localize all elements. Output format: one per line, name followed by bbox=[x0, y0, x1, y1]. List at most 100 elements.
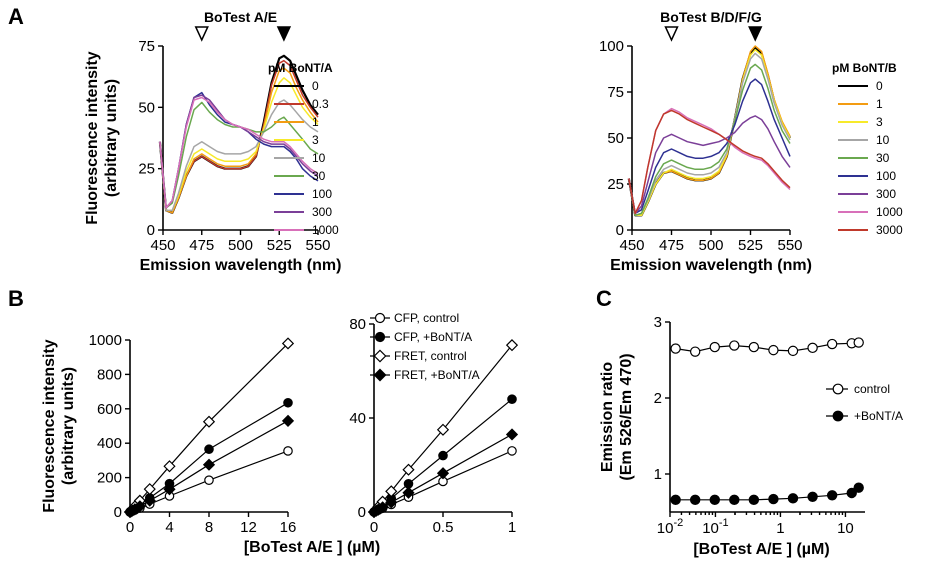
data-point bbox=[853, 337, 864, 348]
y-tick-label: 100 bbox=[599, 38, 624, 55]
data-point bbox=[436, 467, 450, 480]
data-point bbox=[204, 475, 214, 485]
data-point bbox=[729, 340, 740, 351]
x-tick-label: 450 bbox=[150, 237, 175, 254]
x-tick-label: 1 bbox=[508, 519, 516, 536]
data-point bbox=[438, 450, 448, 461]
data-point bbox=[787, 345, 799, 357]
series-line-300 bbox=[628, 115, 791, 215]
x-tick-label: 16 bbox=[280, 519, 297, 536]
data-point bbox=[204, 444, 214, 455]
peak-marker bbox=[194, 26, 209, 42]
x-axis-label: [BoTest A/E ] (µM) bbox=[244, 539, 380, 556]
data-point bbox=[281, 337, 295, 350]
data-point bbox=[689, 346, 701, 357]
x-axis-label: [BoTest A/E ] (µM) bbox=[693, 541, 829, 558]
series-line-10 bbox=[159, 99, 319, 212]
data-point bbox=[853, 482, 864, 493]
legend-label: 1 bbox=[876, 97, 883, 111]
x-tick-label: 10-1 bbox=[702, 517, 728, 537]
y-tick-label: 3 bbox=[654, 314, 662, 331]
data-point bbox=[748, 341, 760, 353]
y-tick-label: 200 bbox=[97, 470, 122, 487]
legend-label: 10 bbox=[312, 151, 326, 165]
peak-marker bbox=[276, 26, 292, 42]
panel-label-a: A bbox=[8, 4, 24, 29]
data-point bbox=[283, 446, 293, 456]
data-point bbox=[709, 494, 720, 506]
legend-label: 100 bbox=[312, 187, 332, 201]
chart-title: BoTest B/D/F/G bbox=[660, 9, 762, 25]
series-line-3000 bbox=[628, 109, 791, 215]
x-axis-label: Emission wavelength (nm) bbox=[610, 257, 812, 274]
x-tick-label: 475 bbox=[659, 237, 684, 254]
series-line-10 bbox=[628, 52, 791, 217]
data-point bbox=[402, 486, 415, 499]
data-point bbox=[505, 339, 519, 352]
y-axis-label: (arbitrary units) bbox=[60, 367, 77, 485]
legend-label: 1000 bbox=[312, 223, 339, 237]
chart-c: 1 2 3 10-2 10-1 1 10 [BoTest A/E ] (µM) Emission… bbox=[599, 314, 903, 558]
data-point bbox=[202, 415, 216, 428]
panel-label-c: C bbox=[596, 286, 612, 311]
data-point bbox=[832, 383, 844, 395]
data-point bbox=[826, 338, 838, 350]
legend-title: pM BoNT/A bbox=[268, 61, 333, 75]
y-tick-label: 0 bbox=[616, 222, 624, 239]
panel-label-b: B bbox=[8, 286, 24, 311]
series-line-30 bbox=[628, 63, 791, 217]
x-tick-label: 550 bbox=[305, 237, 330, 254]
x-tick-label: 0.5 bbox=[433, 519, 454, 536]
x-tick-label: 500 bbox=[698, 237, 723, 254]
data-point bbox=[507, 394, 517, 404]
x-tick-label: 4 bbox=[165, 519, 173, 536]
data-point bbox=[202, 458, 216, 471]
legend-label: 3 bbox=[876, 115, 883, 129]
data-point bbox=[402, 463, 415, 476]
y-axis-label: Fluorescence intensity bbox=[41, 339, 58, 512]
data-point bbox=[374, 331, 386, 343]
x-tick-label: 8 bbox=[205, 519, 213, 536]
data-point bbox=[787, 493, 799, 504]
y-tick-label: 25 bbox=[138, 161, 155, 178]
legend-label: control bbox=[854, 382, 890, 396]
x-tick-label: 525 bbox=[267, 237, 292, 254]
data-point bbox=[768, 493, 779, 505]
legend-label: +BoNT/A bbox=[854, 409, 903, 423]
data-point bbox=[807, 342, 818, 354]
y-tick-label: 1000 bbox=[89, 332, 122, 349]
data-point bbox=[505, 428, 519, 441]
series-line-3 bbox=[628, 48, 791, 217]
data-point bbox=[373, 368, 387, 382]
legend-label: FRET, +BoNT/A bbox=[394, 368, 480, 382]
chart-title: BoTest A/E bbox=[204, 9, 277, 25]
y-axis-label: Fluorescence intensity bbox=[84, 51, 101, 224]
legend-label: 0 bbox=[876, 79, 883, 93]
y-tick-label: 2 bbox=[654, 390, 662, 407]
y-tick-label: 75 bbox=[138, 38, 155, 55]
series-line-1 bbox=[159, 67, 319, 214]
x-tick-label: 10 bbox=[837, 520, 854, 537]
y-tick-label: 50 bbox=[138, 99, 155, 116]
data-point bbox=[374, 312, 386, 324]
data-point bbox=[807, 491, 818, 502]
legend-label: 30 bbox=[876, 151, 890, 165]
data-point bbox=[163, 460, 176, 473]
data-point bbox=[846, 487, 857, 499]
x-tick-label: 12 bbox=[240, 519, 257, 536]
chart-a-left: 450 475 500 525 550 0 25 50 75 BoTest A/E Emission… bbox=[84, 9, 341, 274]
data-point bbox=[826, 490, 838, 501]
y-tick-label: 1 bbox=[654, 466, 662, 483]
legend-label: 100 bbox=[876, 169, 896, 183]
x-tick-exponent: -1 bbox=[719, 517, 729, 529]
legend-label: 300 bbox=[876, 187, 896, 201]
x-tick-label: 10-2 bbox=[657, 517, 683, 537]
legend-label: 0 bbox=[312, 79, 319, 93]
y-tick-label: 75 bbox=[607, 84, 624, 101]
legend-label: 1000 bbox=[876, 205, 903, 219]
y-tick-label: 600 bbox=[97, 401, 122, 418]
y-tick-label: 50 bbox=[607, 130, 624, 147]
peak-marker bbox=[748, 26, 763, 42]
